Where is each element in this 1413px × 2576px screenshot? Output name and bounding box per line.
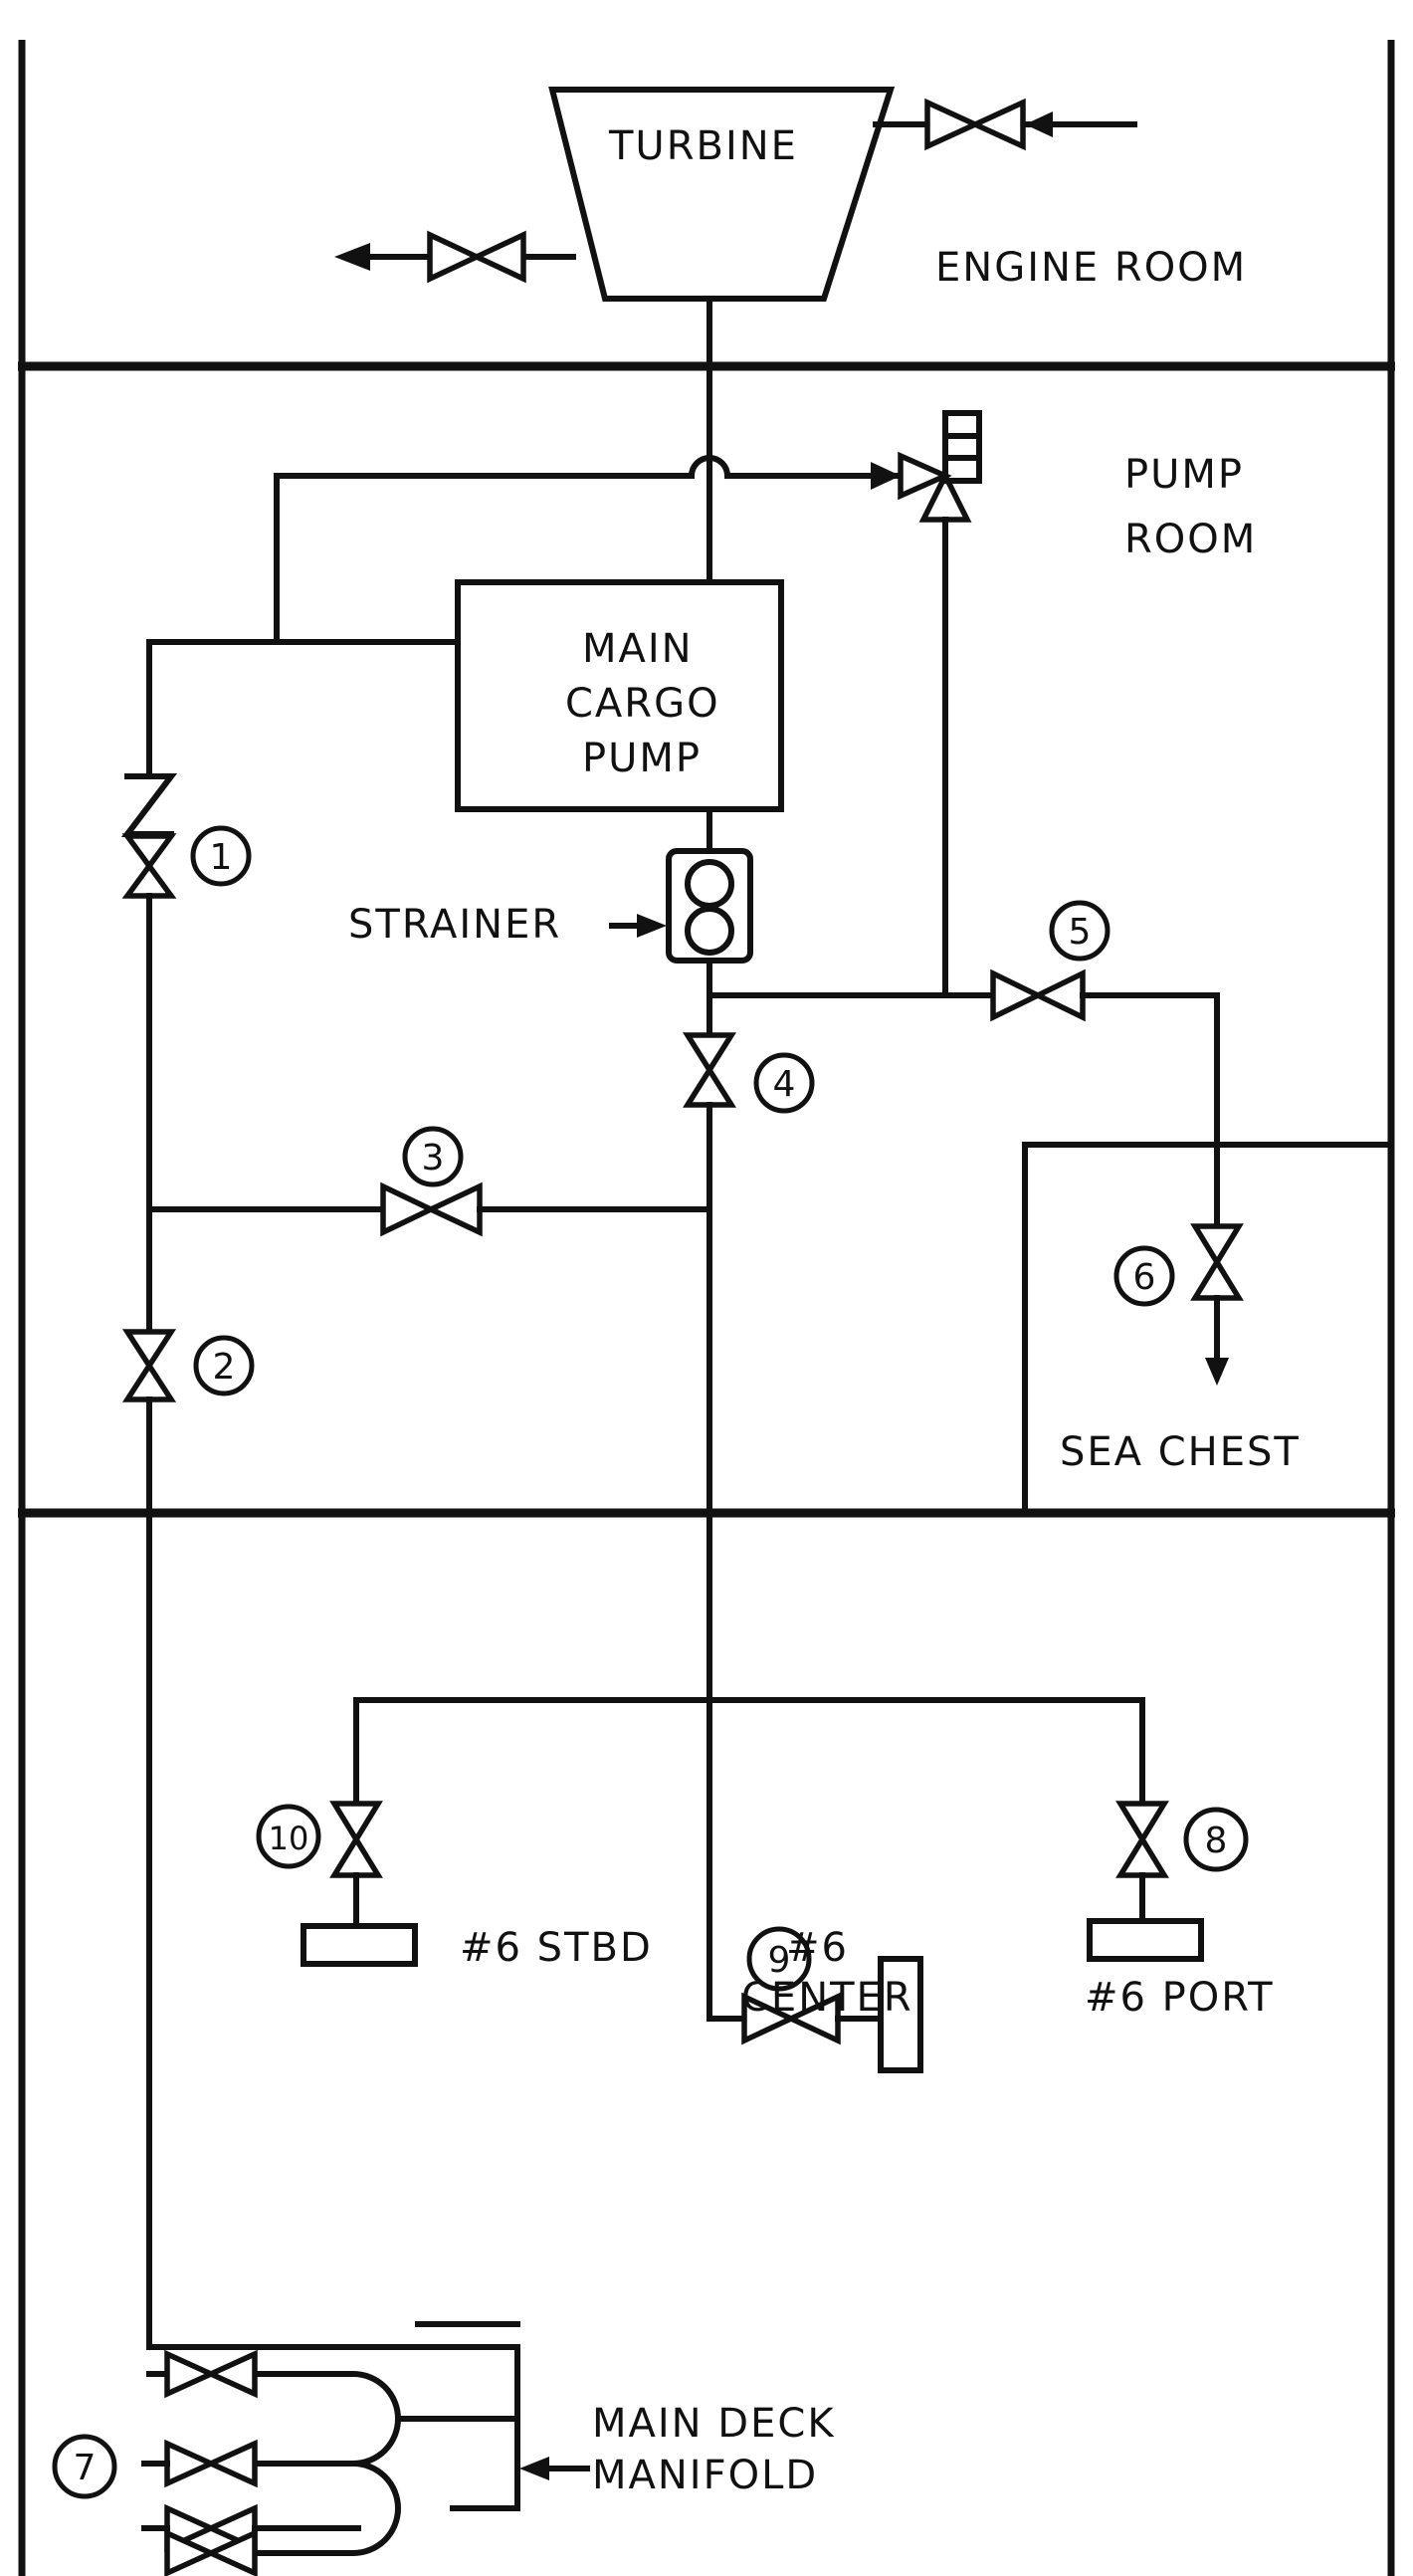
manifold-valve-1 <box>164 2349 258 2399</box>
valve-9-label: 9 <box>768 1940 791 1981</box>
center-label-1: #6 <box>786 1925 849 1971</box>
valve-7-label: 7 <box>74 2448 97 2488</box>
main-cargo-pump <box>455 579 784 812</box>
recirc-arrow <box>871 462 901 490</box>
valve-8 <box>1115 1801 1169 1878</box>
valve-1-label: 1 <box>210 837 233 878</box>
manifold-arrow <box>519 2457 549 2480</box>
valve-5-label: 5 <box>1069 912 1092 953</box>
valve-3 <box>380 1181 483 1237</box>
manifold-label-1: MAIN DECK <box>592 2401 836 2447</box>
valve-2 <box>121 1329 177 1402</box>
strainer-element <box>685 906 734 956</box>
center-tank-bellmouth <box>878 1956 923 2073</box>
pump-room-label-1: PUMP <box>1124 452 1244 498</box>
pump-label-2: CARGO <box>565 681 720 727</box>
strainer-arrow <box>637 914 667 938</box>
engine-room-label: ENGINE ROOM <box>935 245 1247 291</box>
valve-5 <box>990 968 1086 1022</box>
relief-valve <box>898 451 972 523</box>
exhaust-arrow <box>334 243 370 271</box>
valve-5-number <box>1049 900 1110 962</box>
manifold-valve-2 <box>164 2439 258 2488</box>
turbine-body <box>548 87 896 302</box>
stbd-label: #6 STBD <box>460 1925 653 1971</box>
inlet-arrow <box>1025 111 1053 137</box>
stbd-tank-bellmouth <box>301 1923 418 1967</box>
valve-7-number <box>52 2434 117 2499</box>
valve-8-label: 8 <box>1205 1821 1228 1861</box>
pump-label-1: MAIN <box>582 626 694 672</box>
valve-4 <box>683 1032 736 1108</box>
valve-8-number <box>1183 1807 1249 1872</box>
sea-chest-boundary <box>1022 1142 1394 1516</box>
pump-room-label-2: ROOM <box>1124 517 1257 562</box>
tank-header <box>353 1697 1145 1807</box>
sea-chest-line <box>1080 992 1220 1227</box>
strainer-element <box>685 859 734 909</box>
port-label: #6 PORT <box>1085 1975 1275 2021</box>
manifold-branch-lower <box>208 2460 401 2556</box>
valve-6 <box>1190 1223 1244 1301</box>
valve-3-number <box>402 1126 464 1187</box>
valve-3-label: 3 <box>422 1138 445 1179</box>
valve-1 <box>121 833 177 899</box>
valve-6-label: 6 <box>1133 1257 1156 1298</box>
pump-label-3: PUMP <box>582 736 702 781</box>
manifold-valve-4 <box>164 2528 258 2576</box>
valve-4-number <box>753 1052 815 1114</box>
valve-4-label: 4 <box>773 1064 796 1105</box>
valve-9-number <box>746 1926 812 1992</box>
valve-2-number <box>193 1335 255 1396</box>
check-valve <box>120 773 178 837</box>
turbine-exhaust-valve <box>427 230 526 284</box>
strainer-label: STRAINER <box>348 902 561 948</box>
valve-1-number <box>190 825 252 887</box>
turbine-label: TURBINE <box>608 123 798 169</box>
valve-10 <box>329 1801 383 1878</box>
manifold-label-2: MANIFOLD <box>592 2453 818 2498</box>
pump-discharge-line <box>146 639 461 745</box>
center-label-2: CENTER <box>741 1975 913 2021</box>
valve-10-label: 10 <box>269 1820 309 1857</box>
recirculation-line <box>274 455 904 645</box>
sea-chest-label: SEA CHEST <box>1060 1429 1301 1475</box>
sea-chest-arrow <box>1205 1358 1229 1386</box>
turbine-inlet-valve <box>924 98 1026 151</box>
valve-10-number <box>256 1804 321 1869</box>
manifold-riser <box>146 2344 520 2511</box>
relief-valve-actuator <box>942 410 982 484</box>
valve-2-label: 2 <box>213 1347 236 1388</box>
port-tank-bellmouth <box>1087 1918 1204 1962</box>
valve-6-number <box>1113 1245 1175 1307</box>
